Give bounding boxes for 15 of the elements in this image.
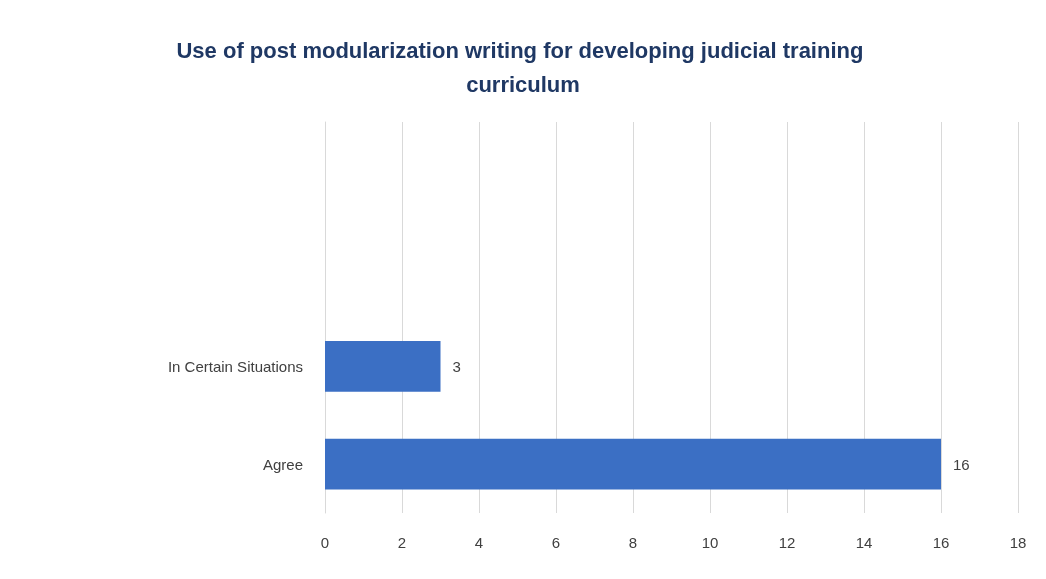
x-tick-label: 0	[320, 534, 330, 551]
x-tick-label: 16	[932, 534, 950, 551]
chart-title: Use of post modularization writing for developing judicial training curriculum	[176, 37, 870, 97]
x-tick-label: 12	[778, 534, 796, 551]
x-tick-label: 2	[397, 534, 407, 551]
data-label: 3	[452, 357, 461, 375]
x-tick-label: 4	[474, 534, 484, 551]
y-tick-label: Agree	[262, 455, 303, 473]
x-tick-label: 14	[855, 534, 873, 551]
data-label: 16	[953, 455, 970, 473]
x-tick-label: 6	[551, 534, 561, 551]
x-tick-label: 8	[628, 534, 638, 551]
x-tick-label: 10	[701, 534, 719, 551]
x-tick-label: 18	[1009, 534, 1027, 551]
y-tick-label: In Certain Situations	[167, 357, 303, 375]
